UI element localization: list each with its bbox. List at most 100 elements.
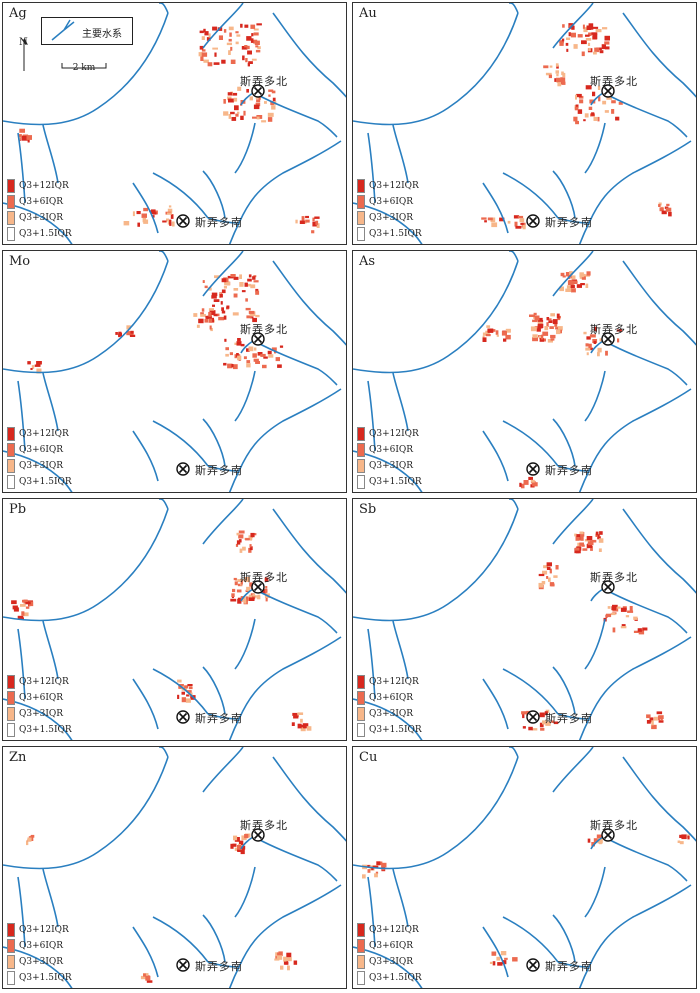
anomaly-patch [588, 106, 593, 110]
river-line [607, 342, 688, 386]
river-line [272, 508, 346, 594]
element-label: Mo [9, 254, 31, 269]
anomaly-patch [20, 604, 26, 607]
legend-swatch [357, 955, 365, 969]
anomaly-patch [271, 90, 276, 94]
anomaly-patch [209, 310, 216, 315]
anomaly-patch [620, 626, 627, 629]
river-line [590, 588, 604, 602]
river-line [584, 866, 606, 918]
legend-swatch [357, 195, 365, 209]
anomaly-patch [611, 606, 617, 611]
legend-label: Q3+6IQR [19, 941, 64, 951]
mine-label-south: 斯弄多南 [545, 960, 593, 973]
anomaly-patch [231, 117, 237, 121]
anomaly-patch [560, 272, 565, 277]
anomaly-patch [533, 312, 537, 316]
anomaly-patch [267, 112, 274, 117]
river-line [367, 380, 376, 452]
mine-label-north: 斯弄多北 [240, 75, 288, 88]
legend-swatch [7, 691, 15, 705]
anomaly-patch [152, 215, 155, 218]
anomaly-patch [255, 288, 259, 293]
legend-label: Q3+12IQR [369, 677, 419, 687]
legend-swatch [357, 923, 365, 937]
anomaly-patch [246, 360, 251, 363]
anomaly-patch [615, 116, 620, 121]
legend-swatch [7, 939, 15, 953]
element-label: Ag [9, 6, 27, 21]
mine-label-north: 斯弄多北 [590, 75, 638, 88]
anomaly-patch [556, 73, 559, 77]
anomaly-patch [530, 326, 537, 332]
legend-swatch [357, 707, 365, 721]
anomaly-patch [228, 98, 234, 103]
river-line [482, 430, 509, 482]
anomaly-patch [519, 218, 525, 223]
anomaly-patch [265, 586, 268, 589]
legend-label: Q3+6IQR [369, 693, 414, 703]
river-line [509, 3, 519, 14]
anomaly-patch [260, 353, 266, 357]
anomaly-patch [591, 112, 595, 116]
map-panel-cu: Cu 斯弄多北 斯弄多南 Q3+12IQR Q3+6IQR Q3+3IQR Q3+1.… [352, 746, 697, 989]
anomaly-patch [229, 32, 232, 37]
anomaly-patch [621, 624, 626, 627]
element-label: Zn [9, 750, 27, 765]
anomaly-patch [223, 285, 227, 289]
anomaly-patch [561, 77, 566, 82]
anomaly-patch [537, 320, 544, 323]
legend-label: Q3+3IQR [19, 461, 64, 471]
anomaly-patch [570, 32, 576, 38]
legend: Q3+12IQR Q3+6IQR Q3+3IQR Q3+1.5IQR [7, 674, 72, 738]
anomaly-patch [597, 352, 600, 357]
anomaly-patch [36, 361, 42, 365]
river-line [3, 12, 169, 126]
map-panel-ag: Ag 主要水系 N 2 km 斯弄多北 斯弄多南 Q3+12IQR Q3+6IQR… [2, 2, 347, 245]
anomaly-patch [581, 276, 586, 280]
anomaly-patch [562, 275, 566, 278]
anomaly-patch [225, 347, 229, 351]
anomaly-patch [587, 42, 591, 46]
river-line [234, 370, 256, 422]
legend-item: Q3+1.5IQR [357, 970, 422, 986]
mine-icon [526, 958, 540, 972]
anomaly-patch [537, 324, 543, 329]
anomaly-patch [132, 211, 135, 217]
river-line [272, 756, 346, 842]
anomaly-patch [543, 65, 549, 69]
river-line [353, 698, 423, 740]
anomaly-patch [505, 334, 511, 340]
anomaly-patch [598, 538, 604, 543]
anomaly-patch [312, 221, 318, 227]
river-line [202, 3, 244, 49]
anomaly-patch [606, 97, 612, 100]
anomaly-patch [143, 207, 148, 212]
anomaly-patch [30, 368, 33, 370]
anomaly-patch [588, 47, 591, 52]
river-line [207, 217, 240, 224]
mine-icon [176, 462, 190, 476]
anomaly-patch [201, 36, 205, 40]
anomaly-patch [580, 536, 584, 541]
river-line [392, 868, 409, 928]
legend-swatch [7, 955, 15, 969]
legend-label: Q3+6IQR [19, 445, 64, 455]
anomaly-patch [249, 546, 253, 551]
anomaly-patch [25, 606, 30, 609]
legend: Q3+12IQR Q3+6IQR Q3+3IQR Q3+1.5IQR [7, 178, 72, 242]
anomaly-patch [255, 361, 260, 364]
anomaly-patch [371, 867, 374, 871]
anomaly-patch [233, 293, 238, 298]
anomaly-patch [539, 338, 545, 342]
map-canvas [353, 499, 696, 740]
anomaly-patch [211, 295, 217, 299]
scale-bar: 2 km [61, 63, 107, 73]
anomaly-patch [633, 630, 640, 633]
anomaly-patch [555, 565, 559, 570]
anomaly-patch [129, 334, 136, 337]
anomaly-patch [679, 834, 685, 838]
river-line [132, 182, 159, 234]
anomaly-patch [166, 218, 170, 222]
anomaly-patch [500, 951, 507, 956]
